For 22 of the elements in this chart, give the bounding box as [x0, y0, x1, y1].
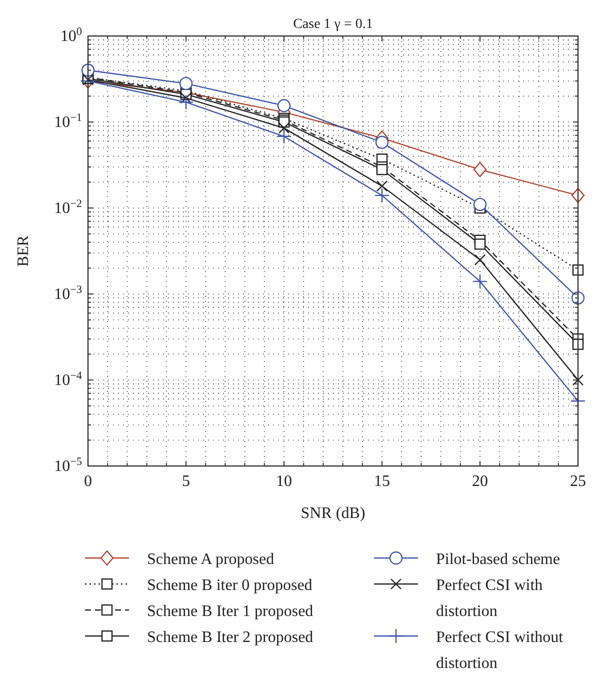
legend-label: Scheme B Iter 1 proposed	[147, 603, 314, 620]
y-tick-label: 10$^{−2}$	[54, 198, 82, 217]
chart-title: Case 1 γ = 0.1	[293, 17, 373, 32]
y-tick-label: 10$^{−1}$	[54, 112, 82, 131]
x-tick-label: 10	[276, 473, 292, 490]
y-tick-label: 10$^{0}$	[60, 26, 82, 45]
y-tick-label: 10$^{−4}$	[54, 370, 82, 389]
y-tick-label: 10$^{−3}$	[54, 284, 82, 303]
x-tick-label: 0	[84, 473, 92, 490]
x-tick-label: 15	[374, 473, 390, 490]
legend-label: Scheme B Iter 2 proposed	[147, 629, 314, 646]
legend-label: Scheme A proposed	[147, 551, 274, 568]
legend-label: Pilot-based scheme	[436, 551, 560, 568]
y-axis-title: BER	[15, 235, 32, 267]
x-tick-label: 20	[472, 473, 488, 490]
x-axis-title: SNR (dB)	[300, 505, 366, 522]
legend-label: Perfect CSI with distortion	[436, 577, 543, 620]
x-tick-label: 25	[570, 473, 586, 490]
y-tick-label: 10$^{−5}$	[54, 456, 82, 475]
legend-label: Perfect CSI without distortion	[436, 629, 564, 672]
x-tick-label: 5	[182, 473, 190, 490]
legend-label: Scheme B iter 0 proposed	[147, 577, 312, 594]
